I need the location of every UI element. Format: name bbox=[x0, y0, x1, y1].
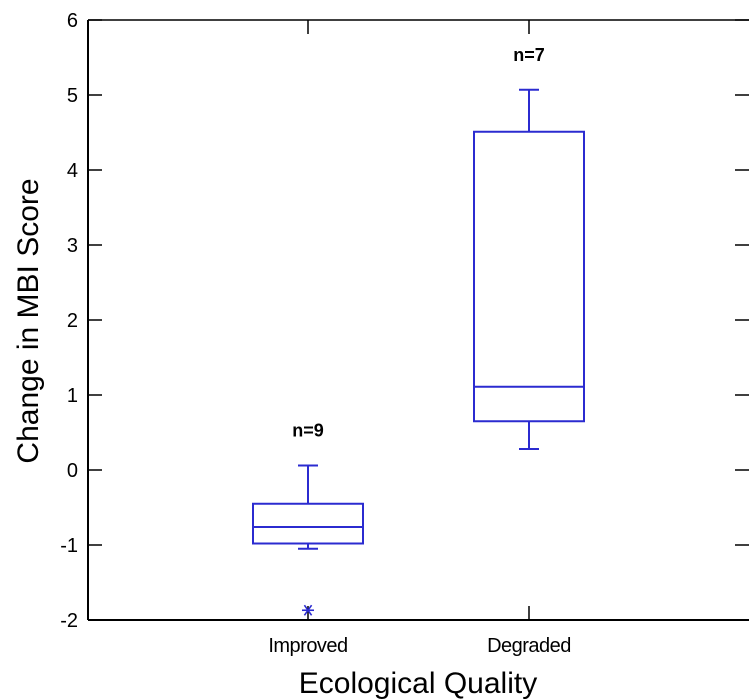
box-improved: n=9 bbox=[252, 421, 364, 616]
outlier-stroke bbox=[303, 604, 313, 616]
y-tick-label: -2 bbox=[60, 610, 78, 632]
y-ticks: -2 -1 0 1 2 3 4 5 6 Improved Degraded bbox=[60, 10, 749, 657]
y-tick-label: 5 bbox=[67, 85, 78, 107]
y-tick-label: 2 bbox=[67, 310, 78, 332]
category-label: Improved bbox=[268, 635, 347, 657]
box-degraded: n=7 bbox=[473, 45, 585, 450]
box-iqr bbox=[252, 502, 364, 545]
y-tick-label: -1 bbox=[60, 535, 78, 557]
x-axis-title: Ecological Quality bbox=[299, 667, 537, 700]
outlier-point bbox=[302, 604, 314, 616]
y-tick-label: 4 bbox=[67, 160, 78, 182]
sample-size-label: n=9 bbox=[292, 421, 324, 441]
y-axis-title: Change in MBI Score bbox=[12, 178, 45, 463]
category-label: Degraded bbox=[487, 635, 571, 657]
y-tick-label: 6 bbox=[67, 10, 78, 32]
y-tick-label: 3 bbox=[67, 235, 78, 257]
sample-size-label: n=7 bbox=[513, 45, 545, 65]
y-tick-label: 1 bbox=[67, 385, 78, 407]
boxes: n=9 n=7 bbox=[252, 45, 585, 616]
axes bbox=[87, 19, 749, 621]
y-tick-label: 0 bbox=[67, 460, 78, 482]
box-iqr bbox=[473, 130, 585, 423]
